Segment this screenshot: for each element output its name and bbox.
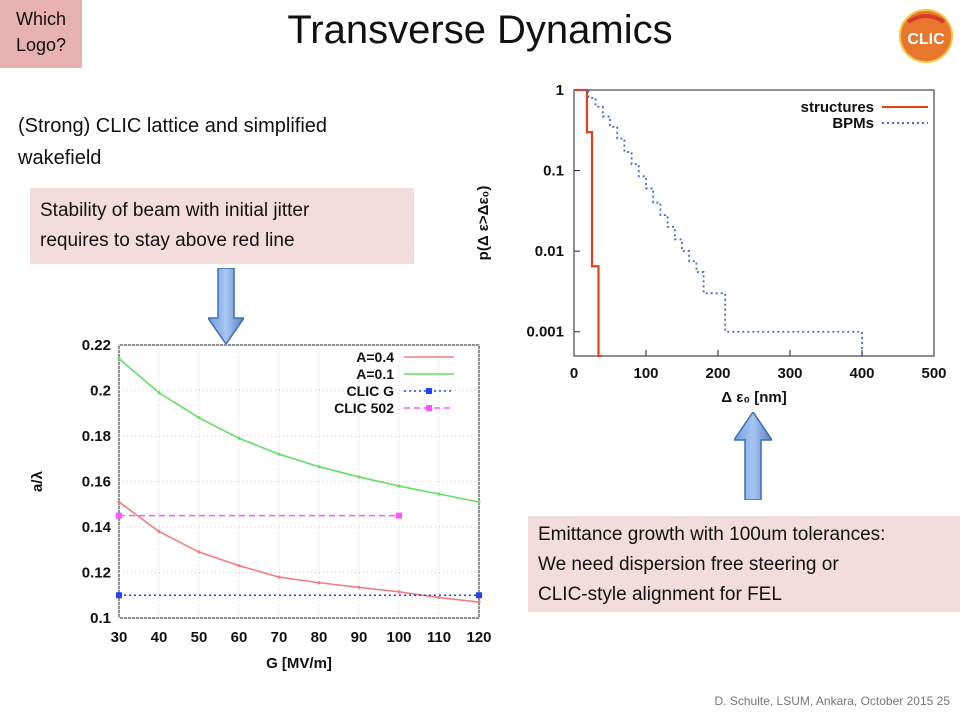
legend-label: A=0.1 <box>356 366 394 382</box>
data-point <box>197 550 201 554</box>
emittance-growth-probability-chart: 0 100 200 300 400 500 1 0.1 0.01 0.001 Δ ε₀ [nm] p(… <box>475 82 947 406</box>
y-tick-label: 0.001 <box>526 324 564 341</box>
y-tick-label: 0.2 <box>90 383 111 400</box>
legend-label: A=0.4 <box>356 349 394 365</box>
x-tick-label: 100 <box>633 365 658 382</box>
page-number: 25 <box>936 694 950 708</box>
data-point <box>317 465 321 469</box>
data-point <box>237 436 241 440</box>
data-point <box>437 492 441 496</box>
y-tick-label: 0.18 <box>82 428 111 445</box>
footer-text: D. Schulte, LSUM, Ankara, October 2015 <box>714 694 934 708</box>
emittance-note-line-3: CLIC-style alignment for FEL <box>538 584 782 605</box>
emittance-note-line-1: Emittance growth with 100um tolerances: <box>538 524 886 545</box>
series-line <box>574 88 602 358</box>
data-point <box>277 575 281 579</box>
y-tick-label: 0.12 <box>82 565 111 582</box>
y-tick-label: 0.1 <box>90 610 111 627</box>
legend-marker <box>426 388 432 394</box>
badge-line-2: Logo? <box>15 35 67 55</box>
data-point <box>357 585 361 589</box>
data-point <box>116 512 122 519</box>
data-point <box>117 357 121 361</box>
footer: D. Schulte, LSUM, Ankara, October 2015 2… <box>660 694 950 708</box>
x-tick-label: 200 <box>705 365 730 382</box>
x-tick-label: 0 <box>570 365 578 382</box>
y-axis-label: a/λ <box>29 470 46 492</box>
legend-label: structures <box>801 99 874 116</box>
series-line <box>574 89 863 356</box>
emittance-note: Emittance growth with 100um tolerances: … <box>528 516 960 612</box>
data-point <box>117 500 121 504</box>
data-point <box>357 475 361 479</box>
y-tick-label: 0.01 <box>535 243 564 260</box>
y-axis-label: p(Δ ε>Δε₀) <box>475 186 492 261</box>
data-point <box>157 391 161 395</box>
data-point <box>396 512 402 519</box>
stability-note: Stability of beam with initial jitter re… <box>30 188 414 264</box>
y-tick-label: 0.16 <box>82 474 111 491</box>
intro-text: (Strong) CLIC lattice and simplified wak… <box>18 110 408 174</box>
which-logo-badge: Which Logo? <box>0 0 82 68</box>
y-tick-label: 0.22 <box>82 337 111 354</box>
data-point <box>477 600 481 604</box>
data-point <box>317 581 321 585</box>
x-tick-label: 500 <box>921 365 946 382</box>
x-tick-label: 70 <box>271 629 288 646</box>
data-point <box>477 500 481 504</box>
clic-logo-text: CLIC <box>907 31 945 48</box>
x-tick-label: 90 <box>351 629 368 646</box>
stability-note-line-2: requires to stay above red line <box>40 230 295 251</box>
data-point <box>277 452 281 456</box>
stability-note-line-1: Stability of beam with initial jitter <box>40 200 310 221</box>
x-tick-label: 300 <box>777 365 802 382</box>
down-arrow-icon <box>208 268 244 344</box>
x-tick-label: 30 <box>111 629 128 646</box>
x-tick-label: 50 <box>191 629 208 646</box>
x-tick-label: 80 <box>311 629 328 646</box>
badge-line-1: Which <box>15 9 66 29</box>
intro-line-2: wakefield <box>18 147 102 169</box>
x-tick-label: 120 <box>466 629 491 646</box>
x-tick-label: 400 <box>849 365 874 382</box>
emittance-note-line-2: We need dispersion free steering or <box>538 554 839 575</box>
data-point <box>476 592 482 599</box>
data-point <box>197 416 201 420</box>
slide-title: Transverse Dynamics <box>287 8 673 52</box>
series-line <box>118 358 480 503</box>
x-tick-label: 40 <box>151 629 168 646</box>
aperture-vs-gradient-chart: 30 40 50 60 70 80 90 100 110 120 0.1 0.12 0.14 0.16 0.… <box>29 337 492 672</box>
data-point <box>157 529 161 534</box>
legend-label: BPMs <box>832 115 874 132</box>
x-tick-label: 100 <box>386 629 411 646</box>
x-axis-label: Δ ε₀ [nm] <box>721 389 787 406</box>
x-axis-label: G [MV/m] <box>266 655 332 672</box>
y-tick-label: 1 <box>556 82 564 99</box>
data-point <box>397 484 401 488</box>
clic-logo-icon: CLIC <box>899 9 953 63</box>
legend-marker <box>426 405 432 411</box>
plot-frame <box>573 89 935 357</box>
data-point <box>397 590 401 594</box>
x-tick-label: 60 <box>231 629 248 646</box>
intro-line-1: (Strong) CLIC lattice and simplified <box>18 115 328 137</box>
legend-label: CLIC G <box>347 383 395 399</box>
data-point <box>116 592 122 599</box>
x-tick-label: 110 <box>427 629 451 646</box>
legend-label: CLIC 502 <box>334 400 394 416</box>
up-arrow-icon <box>734 412 772 500</box>
data-point <box>437 595 441 600</box>
y-tick-label: 0.14 <box>82 519 112 536</box>
y-tick-label: 0.1 <box>543 163 564 180</box>
data-point <box>237 564 241 568</box>
